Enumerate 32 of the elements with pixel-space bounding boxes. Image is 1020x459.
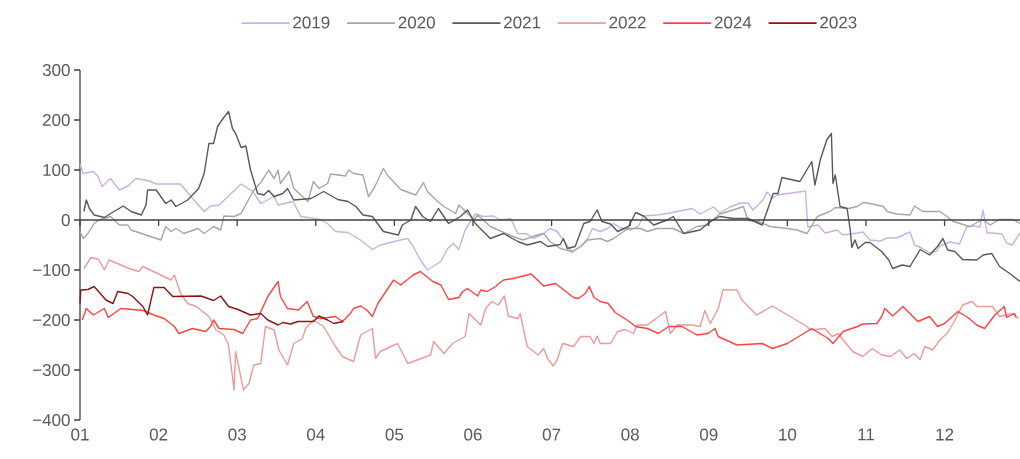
x-tick-label: 03 [228,428,246,441]
y-tick-label: −100 [33,263,70,277]
y-tick-label: −200 [33,313,70,327]
line-series [79,163,1020,271]
legend-label: 2023 [820,16,857,29]
line-series [83,256,1020,391]
y-tick-label: 200 [42,113,70,127]
x-tick-label: 11 [858,428,874,441]
x-tick-label: 10 [779,428,797,441]
legend-label: 2022 [609,16,646,29]
y-tick-label: 100 [43,163,70,177]
y-tick-label: 0 [61,213,70,227]
y-tick-label: −400 [33,413,70,427]
line-series [83,110,1020,283]
legend-label: 2021 [504,16,541,29]
legend-label: 2019 [293,16,330,29]
line-series [79,285,344,326]
legend-label: 2024 [714,16,752,29]
y-tick-label: 300 [42,63,70,77]
x-tick-label: 05 [385,428,404,441]
x-tick-label: 01 [71,428,89,441]
x-tick-label: 09 [699,428,718,441]
legend-label: 2020 [398,16,435,29]
y-tick-label: −300 [33,363,70,377]
x-tick-label: 06 [464,428,482,441]
x-tick-label: 04 [307,428,325,441]
line-series [79,167,1020,253]
x-tick-label: 08 [621,428,639,441]
x-tick-label: 12 [936,428,954,441]
x-tick-label: 07 [542,428,561,441]
x-tick-label: 02 [149,428,168,441]
line-series [81,270,1017,350]
